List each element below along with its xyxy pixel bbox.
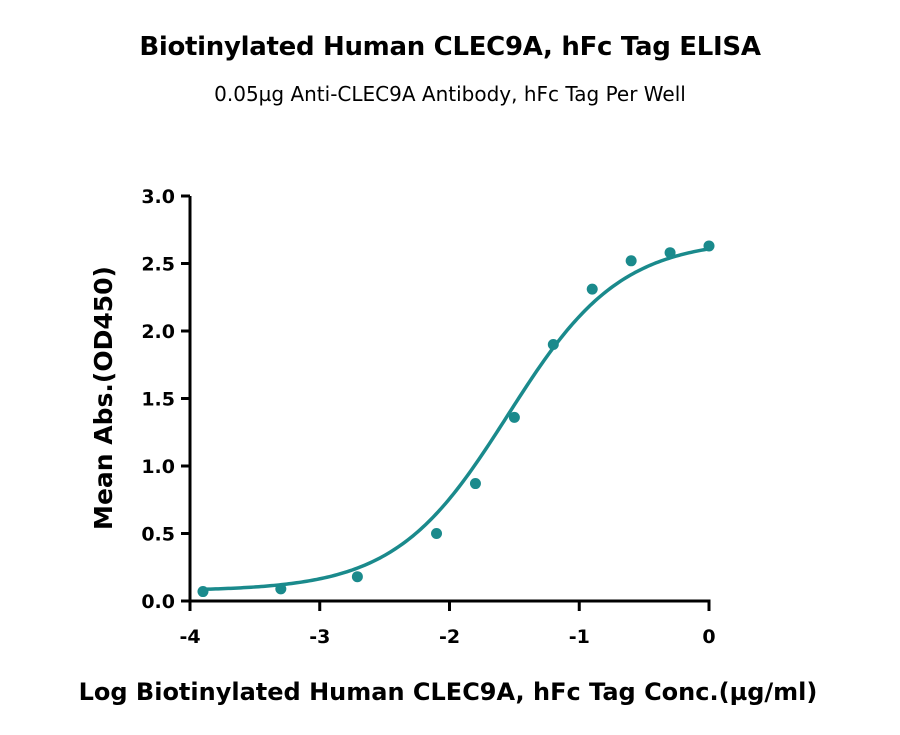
y-axis-label: Mean Abs.(OD450) [89,266,118,530]
data-point [586,283,598,295]
data-point [625,255,637,267]
y-tick-label: 0.0 [141,591,175,613]
x-tick-label: -2 [439,626,460,648]
x-tick-label: -1 [569,626,590,648]
x-tick-label: 0 [702,626,715,648]
data-point [547,339,559,350]
y-tick-label: 0.5 [141,524,175,546]
y-tick-label: 1.5 [141,389,175,411]
y-axis: 0.0 0.5 1.0 1.5 2.0 2.5 3.0 [141,186,192,613]
y-tick-label: 2.0 [141,321,175,343]
data-point [508,411,520,423]
data-point [431,528,443,539]
data-point [703,240,715,252]
y-tick-label: 2.5 [141,254,175,276]
data-point [351,571,363,583]
x-axis-label: Log Biotinylated Human CLEC9A, hFc Tag C… [79,678,818,706]
data-point [664,247,676,259]
data-point [469,478,481,490]
y-tick-label: 1.0 [141,456,175,478]
chart-title: Biotinylated Human CLEC9A, hFc Tag ELISA [139,32,761,62]
data-point [197,586,209,598]
y-tick-label: 3.0 [141,186,175,208]
fit-curve [201,247,711,592]
x-tick-label: -4 [179,626,200,648]
chart-subtitle: 0.05µg Anti-CLEC9A Antibody, hFc Tag Per… [214,82,686,106]
data-point [275,583,287,595]
x-tick-label: -3 [309,626,330,648]
data-points [197,240,715,598]
x-axis: -4 -3 -2 -1 0 [179,599,716,648]
